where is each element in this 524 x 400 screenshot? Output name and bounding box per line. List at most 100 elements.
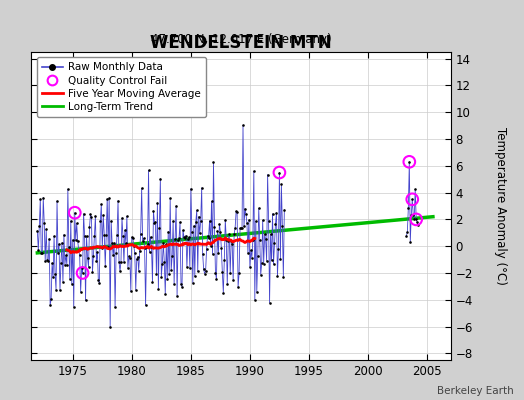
Point <box>246 264 254 270</box>
Point <box>147 244 156 250</box>
Point <box>412 216 420 222</box>
Point <box>405 159 413 165</box>
Point <box>64 243 73 250</box>
Point <box>77 288 85 295</box>
Point <box>69 236 77 243</box>
Point <box>120 259 128 266</box>
Point <box>273 273 281 279</box>
Point <box>178 284 186 290</box>
Point <box>112 250 121 256</box>
Point <box>51 271 59 277</box>
Point <box>198 184 206 191</box>
Point <box>229 277 237 284</box>
Point <box>179 227 187 233</box>
Point <box>117 258 125 265</box>
Point <box>403 229 411 236</box>
Point <box>144 167 152 174</box>
Point <box>408 196 417 202</box>
Point <box>41 258 49 264</box>
Point <box>81 297 90 304</box>
Point <box>200 266 208 272</box>
Point <box>195 230 204 237</box>
Point <box>242 211 250 217</box>
Point <box>226 270 234 276</box>
Point <box>72 220 81 227</box>
Point <box>111 304 119 310</box>
Point <box>94 277 103 284</box>
Point <box>265 218 273 224</box>
Point <box>241 206 249 212</box>
Point <box>250 297 259 303</box>
Point <box>255 205 263 212</box>
Point <box>143 244 151 250</box>
Point <box>278 223 287 229</box>
Point <box>113 232 121 238</box>
Point <box>188 228 196 235</box>
Point <box>209 251 217 258</box>
Point <box>63 262 71 268</box>
Point <box>265 300 274 306</box>
Point <box>209 159 217 166</box>
Point <box>172 203 180 209</box>
Point <box>217 245 225 252</box>
Point <box>404 205 412 212</box>
Point <box>211 269 220 276</box>
Point <box>84 264 93 270</box>
Point <box>118 215 126 221</box>
Point <box>214 250 223 256</box>
Point <box>102 232 111 238</box>
Point <box>230 231 238 237</box>
Point <box>271 221 280 227</box>
Point <box>228 240 236 247</box>
Point <box>165 271 173 278</box>
Point <box>44 257 52 264</box>
Point <box>216 228 225 235</box>
Point <box>109 252 117 258</box>
Point <box>192 219 200 225</box>
Point <box>139 235 148 242</box>
Point <box>122 240 130 246</box>
Point <box>182 232 190 239</box>
Point <box>233 209 241 216</box>
Point <box>191 273 199 279</box>
Point <box>220 257 228 263</box>
Point <box>280 207 289 213</box>
Point <box>261 236 270 243</box>
Point <box>210 224 219 230</box>
Point <box>161 291 169 297</box>
Point <box>402 233 410 239</box>
Point <box>244 250 252 256</box>
Point <box>62 252 70 258</box>
Point <box>145 249 154 255</box>
Point <box>235 270 243 276</box>
Point <box>130 250 139 256</box>
Point <box>167 267 176 274</box>
Point <box>152 271 160 277</box>
Point <box>187 186 195 192</box>
Point <box>176 219 184 225</box>
Point <box>252 218 260 224</box>
Point <box>106 324 114 330</box>
Point <box>227 238 235 244</box>
Point <box>144 241 152 248</box>
Point <box>201 270 209 277</box>
Point <box>127 288 135 294</box>
Point <box>212 276 221 282</box>
Point <box>79 270 87 276</box>
Point <box>202 245 211 252</box>
Point <box>257 260 266 266</box>
Legend: Raw Monthly Data, Quality Control Fail, Five Year Moving Average, Long-Term Tren: Raw Monthly Data, Quality Control Fail, … <box>37 57 206 117</box>
Point <box>218 269 226 276</box>
Point <box>39 194 48 201</box>
Point <box>275 169 283 176</box>
Point <box>129 243 138 249</box>
Point <box>71 210 79 216</box>
Point <box>232 208 241 215</box>
Point <box>66 276 74 282</box>
Point <box>409 212 418 218</box>
Point <box>52 286 60 293</box>
Point <box>121 227 129 234</box>
Point <box>55 241 63 247</box>
Point <box>54 250 62 256</box>
Point <box>47 296 56 302</box>
